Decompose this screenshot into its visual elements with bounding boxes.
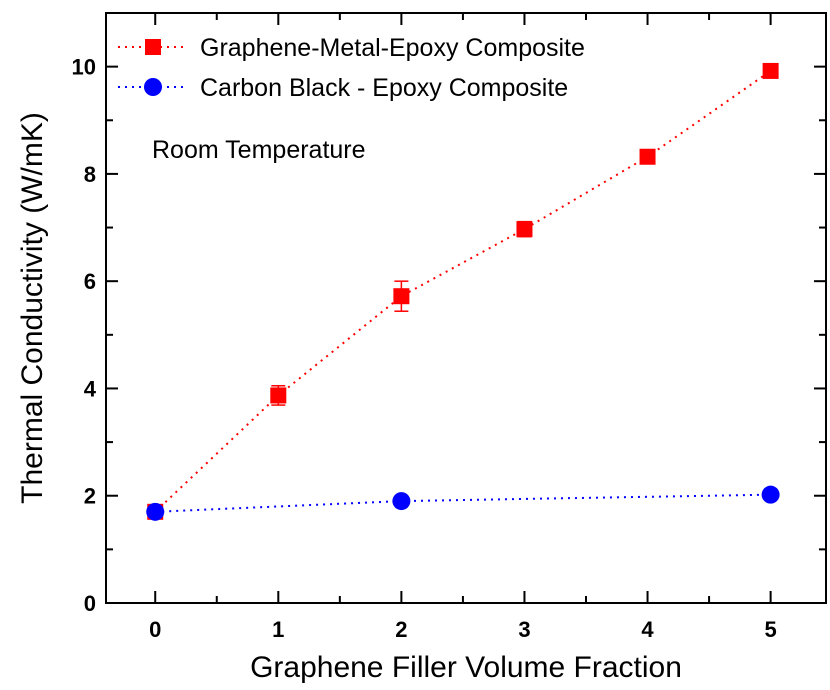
y-tick-label: 8 (84, 162, 96, 187)
data-point (393, 288, 410, 305)
x-tick-label: 0 (149, 617, 161, 642)
series-line-graphene (154, 70, 772, 513)
plot-frame (105, 12, 827, 604)
data-point (761, 485, 780, 504)
series-line-carbon-black (155, 493, 771, 513)
x-tick-label: 5 (764, 617, 776, 642)
data-point (762, 62, 779, 79)
series-carbon-black (146, 485, 780, 521)
y-axis-ticks (106, 12, 826, 604)
data-point (639, 148, 656, 165)
x-axis-ticks (154, 13, 772, 603)
data-point (146, 502, 165, 521)
legend-label-carbon-black: Carbon Black - Epoxy Composite (200, 74, 568, 102)
legend-marker-graphene (145, 39, 161, 55)
y-tick-label: 4 (84, 376, 97, 401)
legend: Graphene-Metal-Epoxy Composite Carbon Bl… (118, 34, 585, 102)
series-graphene (147, 62, 779, 520)
annotation-room-temperature: Room Temperature (152, 136, 366, 164)
data-point (516, 221, 533, 238)
y-axis-tick-labels: 0 2 4 6 8 10 (72, 55, 97, 616)
y-axis-title: Thermal Conductivity (W/mK) (16, 112, 49, 504)
y-tick-label: 6 (84, 269, 96, 294)
y-tick-label: 0 (84, 591, 96, 616)
x-axis-title: Graphene Filler Volume Fraction (250, 651, 682, 684)
legend-marker-carbon-black (144, 78, 162, 96)
series-layer (146, 62, 780, 521)
x-tick-label: 4 (641, 617, 654, 642)
x-tick-label: 1 (272, 617, 284, 642)
legend-label-graphene: Graphene-Metal-Epoxy Composite (200, 34, 585, 62)
y-tick-label: 10 (72, 55, 96, 80)
y-tick-label: 2 (84, 484, 96, 509)
data-point (392, 492, 411, 511)
x-tick-label: 3 (518, 617, 530, 642)
data-point (270, 387, 287, 404)
x-tick-label: 2 (395, 617, 407, 642)
x-axis-tick-labels: 0 1 2 3 4 5 (149, 617, 777, 642)
